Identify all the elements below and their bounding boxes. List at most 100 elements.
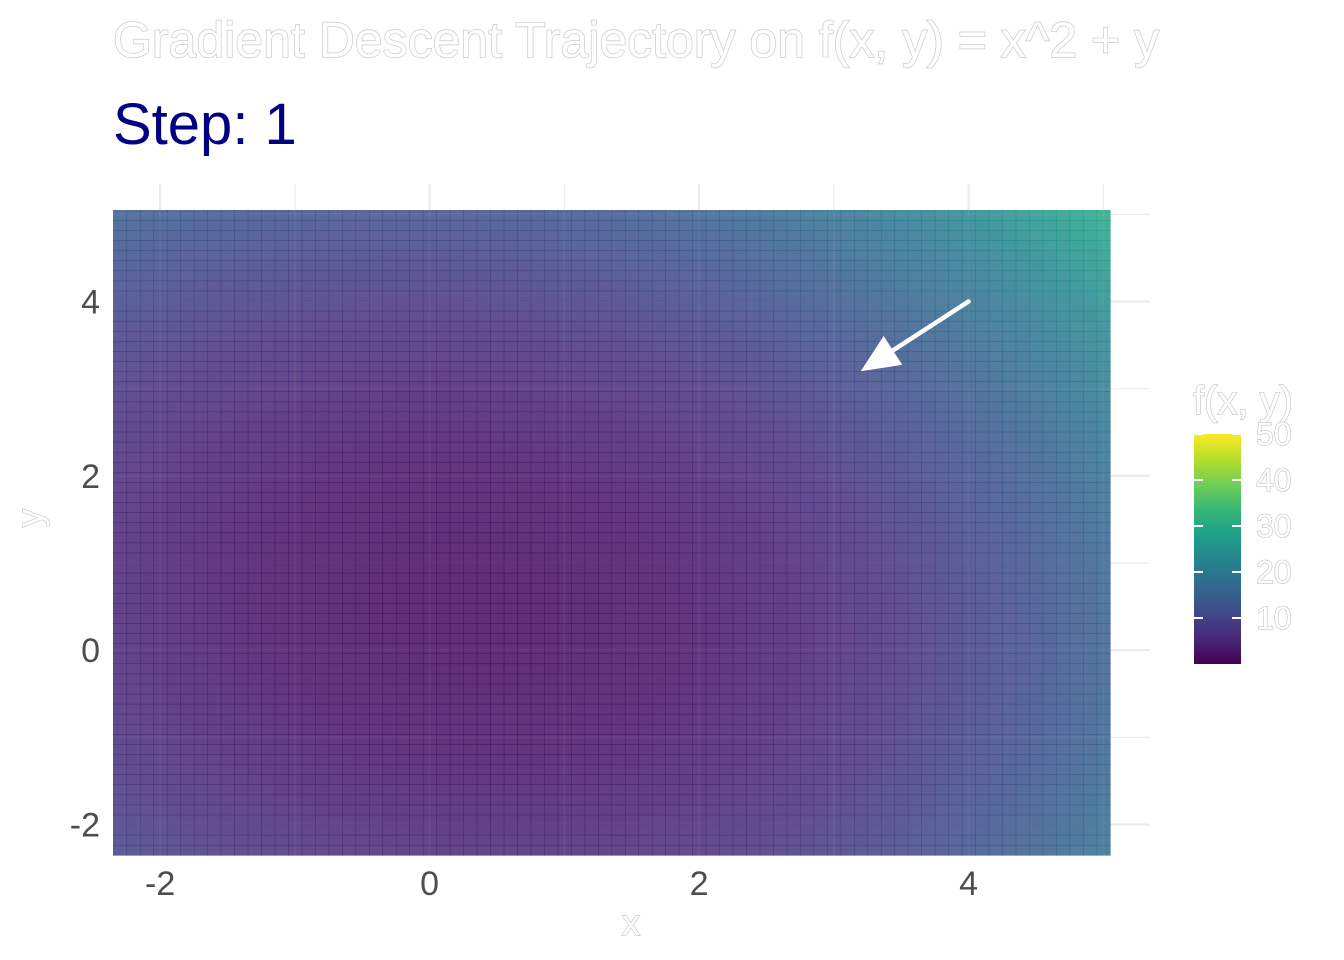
heatmap-tile xyxy=(813,663,828,675)
heatmap-tile xyxy=(180,351,195,362)
heatmap-tile xyxy=(786,310,801,322)
heatmap-tile xyxy=(544,713,559,725)
heatmap-tile xyxy=(1056,250,1071,261)
heatmap-tile xyxy=(759,744,774,755)
heatmap-tile xyxy=(288,351,303,362)
heatmap-tile xyxy=(247,451,262,463)
heatmap-tile xyxy=(894,351,909,362)
heatmap-tile xyxy=(261,280,276,292)
heatmap-tile xyxy=(234,472,249,483)
heatmap-tile xyxy=(193,794,208,806)
heatmap-tile xyxy=(422,734,437,745)
heatmap-tile xyxy=(894,784,909,796)
heatmap-tile xyxy=(139,764,155,775)
heatmap-tile xyxy=(153,693,168,705)
heatmap-tile xyxy=(813,633,828,644)
heatmap-tile xyxy=(894,633,909,644)
heatmap-tile xyxy=(274,361,289,372)
heatmap-tile xyxy=(854,210,869,221)
heatmap-tile xyxy=(113,834,128,846)
heatmap-tile xyxy=(1015,300,1030,312)
heatmap-tile xyxy=(503,421,518,433)
heatmap-tile xyxy=(315,592,330,604)
heatmap-tile xyxy=(436,562,451,574)
heatmap-tile xyxy=(207,220,222,231)
heatmap-tile xyxy=(395,512,411,524)
heatmap-tile xyxy=(503,260,518,272)
heatmap-tile xyxy=(611,230,626,241)
heatmap-tile xyxy=(166,744,181,755)
heatmap-tile xyxy=(476,280,491,292)
heatmap-tile xyxy=(854,703,869,715)
heatmap-tile xyxy=(503,703,518,715)
heatmap-tile xyxy=(463,844,478,856)
heatmap-tile xyxy=(409,472,424,483)
heatmap-tile xyxy=(1002,603,1017,614)
heatmap-tile xyxy=(449,451,464,463)
heatmap-tile xyxy=(355,522,370,534)
heatmap-tile xyxy=(517,401,532,413)
heatmap-tile xyxy=(557,421,572,433)
heatmap-tile xyxy=(921,421,936,433)
heatmap-tile xyxy=(1015,794,1030,806)
heatmap-tile xyxy=(490,663,505,675)
heatmap-tile xyxy=(705,844,720,856)
heatmap-tile xyxy=(422,482,437,493)
heatmap-tile xyxy=(907,633,922,644)
heatmap-tile xyxy=(368,482,384,493)
heatmap-tile xyxy=(638,774,653,786)
heatmap-tile xyxy=(247,351,262,362)
heatmap-tile xyxy=(301,562,316,574)
heatmap-tile xyxy=(422,703,437,715)
heatmap-tile xyxy=(975,381,990,393)
heatmap-tile xyxy=(584,633,599,644)
heatmap-tile xyxy=(611,451,626,463)
heatmap-tile xyxy=(975,603,990,614)
heatmap-tile xyxy=(611,361,626,372)
heatmap-tile xyxy=(584,270,599,282)
heatmap-tile xyxy=(651,804,666,816)
heatmap-tile xyxy=(1083,693,1098,705)
heatmap-tile xyxy=(840,300,855,312)
heatmap-tile xyxy=(948,240,963,251)
heatmap-tile xyxy=(193,613,208,624)
heatmap-tile xyxy=(503,744,518,755)
heatmap-tile xyxy=(1029,300,1044,312)
heatmap-tile xyxy=(449,310,464,322)
heatmap-tile xyxy=(234,764,249,775)
heatmap-tile xyxy=(638,502,653,513)
heatmap-tile xyxy=(436,492,451,503)
heatmap-tile xyxy=(261,371,276,382)
heatmap-tile xyxy=(261,502,276,513)
heatmap-tile xyxy=(961,361,976,372)
heatmap-tile xyxy=(840,764,855,775)
heatmap-tile xyxy=(288,723,303,735)
heatmap-tile xyxy=(665,744,680,755)
heatmap-tile xyxy=(651,774,666,786)
heatmap-tile xyxy=(113,240,128,251)
heatmap-tile xyxy=(786,562,801,574)
heatmap-tile xyxy=(759,834,774,846)
heatmap-tile xyxy=(1002,260,1017,272)
heatmap-tile xyxy=(1042,351,1057,362)
heatmap-tile xyxy=(342,653,357,665)
heatmap-tile xyxy=(476,391,491,403)
heatmap-tile xyxy=(544,371,559,382)
heatmap-tile xyxy=(247,401,262,413)
heatmap-tile xyxy=(368,703,384,715)
heatmap-tile xyxy=(719,572,734,584)
heatmap-tile xyxy=(463,693,478,705)
heatmap-tile xyxy=(153,834,168,846)
heatmap-tile xyxy=(867,744,882,755)
heatmap-tile xyxy=(207,401,222,413)
heatmap-tile xyxy=(678,764,693,775)
heatmap-tile xyxy=(678,643,693,655)
heatmap-tile xyxy=(759,532,774,544)
heatmap-tile xyxy=(463,320,478,332)
heatmap-tile xyxy=(409,764,424,775)
heatmap-tile xyxy=(894,461,909,473)
heatmap-tile xyxy=(544,220,559,231)
heatmap-tile xyxy=(665,341,680,352)
heatmap-tile xyxy=(894,582,909,594)
heatmap-tile xyxy=(638,280,653,292)
